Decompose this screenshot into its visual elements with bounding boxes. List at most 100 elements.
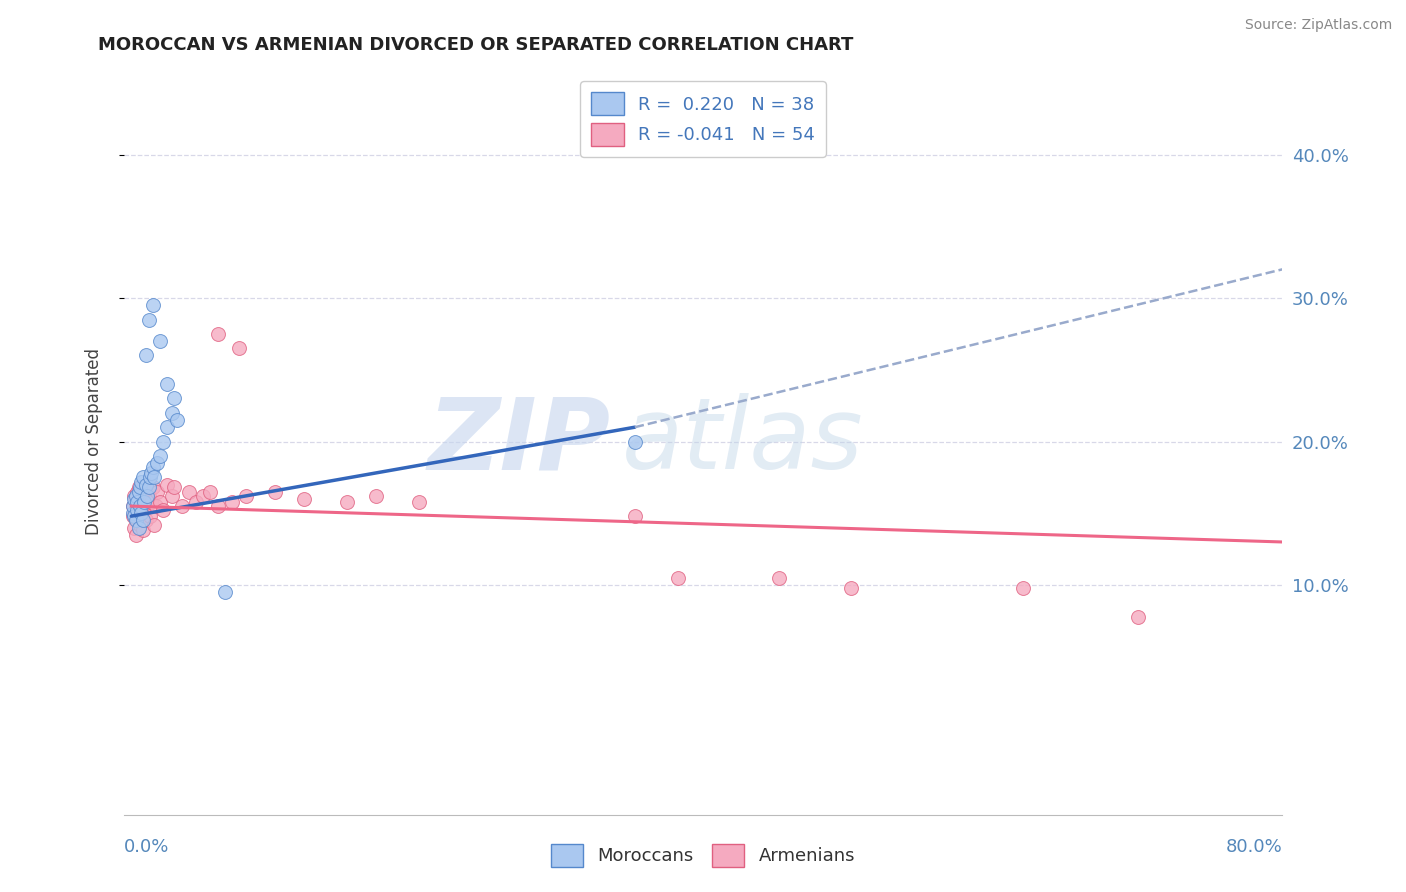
Point [134,503,156,517]
Point [128,521,150,535]
Point [163,392,186,406]
Point [141,495,163,509]
Point [122,489,145,503]
Point [125,513,148,527]
Point [128,480,150,494]
Point [134,495,156,509]
Point [138,480,160,494]
Point [149,449,172,463]
Point [149,334,172,348]
Point [121,499,143,513]
Legend: R =  0.220   N = 38, R = -0.041   N = 54: R = 0.220 N = 38, R = -0.041 N = 54 [581,81,825,157]
Point [163,480,186,494]
Text: 0.0%: 0.0% [124,838,170,855]
Point [135,477,157,491]
Point [131,509,153,524]
Point [138,489,160,503]
Point [264,484,287,499]
Point [156,377,179,392]
Point [138,312,160,326]
Text: Source: ZipAtlas.com: Source: ZipAtlas.com [1244,18,1392,32]
Point [122,509,145,524]
Point [145,499,167,513]
Point [336,495,359,509]
Point [124,489,146,503]
Point [129,480,152,494]
Point [408,495,430,509]
Point [624,434,647,449]
Point [156,477,179,491]
Point [143,517,166,532]
Point [125,503,148,517]
Point [132,513,155,527]
Point [139,470,162,484]
Text: ZIP: ZIP [427,393,610,490]
Point [146,456,169,470]
Point [136,489,159,503]
Point [134,489,156,503]
Point [131,506,153,520]
Point [214,585,236,599]
Point [124,513,146,527]
Point [135,484,157,499]
Legend: Moroccans, Armenians: Moroccans, Armenians [544,837,862,874]
Point [152,434,174,449]
Point [143,470,166,484]
Point [132,480,155,494]
Point [136,499,159,513]
Point [142,460,165,475]
Point [228,341,250,355]
Point [152,503,174,517]
Point [129,517,152,532]
Point [184,495,207,509]
Point [124,495,146,509]
Point [624,509,647,524]
Point [128,499,150,513]
Point [121,509,143,524]
Point [177,484,200,499]
Point [193,489,215,503]
Point [132,470,155,484]
Text: MOROCCAN VS ARMENIAN DIVORCED OR SEPARATED CORRELATION CHART: MOROCCAN VS ARMENIAN DIVORCED OR SEPARAT… [98,36,853,54]
Point [131,475,153,489]
Point [146,484,169,499]
Point [128,484,150,499]
Point [292,491,315,506]
Point [129,499,152,513]
Point [139,509,162,524]
Point [122,491,145,506]
Point [156,420,179,434]
Point [149,495,172,509]
Point [122,521,145,535]
Point [125,495,148,509]
Point [160,489,183,503]
Point [135,513,157,527]
Point [839,581,862,595]
Point [124,528,146,542]
Point [141,466,163,480]
Point [170,499,193,513]
Point [1128,609,1150,624]
Point [121,499,143,513]
Point [166,413,188,427]
Point [160,406,183,420]
Point [125,484,148,499]
Point [364,489,387,503]
Point [207,499,229,513]
Point [235,489,257,503]
Point [121,506,143,520]
Point [142,480,165,494]
Point [129,489,152,503]
Point [132,524,155,538]
Y-axis label: Divorced or Separated: Divorced or Separated [86,348,103,535]
Point [200,484,222,499]
Text: atlas: atlas [621,393,863,490]
Point [221,495,243,509]
Point [131,495,153,509]
Point [1012,581,1035,595]
Point [207,326,229,341]
Point [768,571,790,585]
Point [142,298,165,312]
Text: 80.0%: 80.0% [1226,838,1282,855]
Point [666,571,689,585]
